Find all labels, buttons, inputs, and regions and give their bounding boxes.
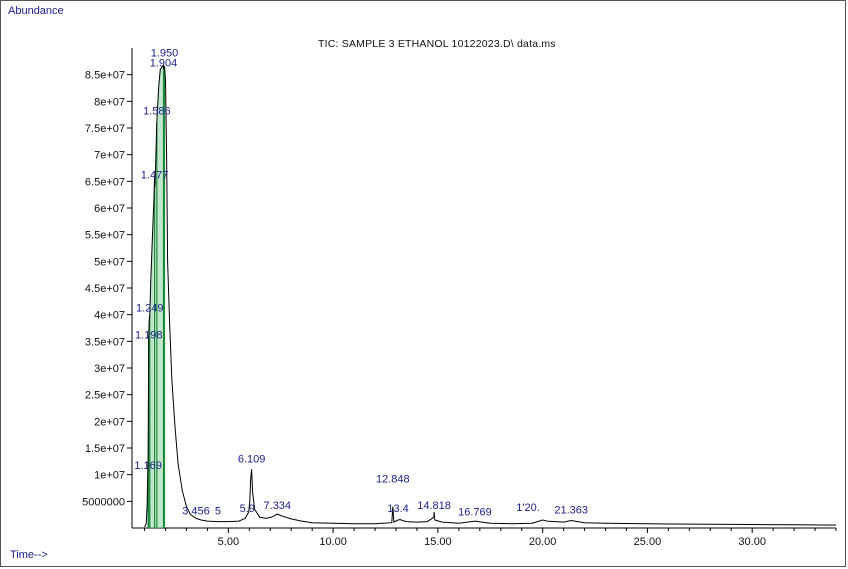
y-tick-label: 4.5e+07 xyxy=(85,283,125,295)
y-tick-label: 3.5e+07 xyxy=(85,336,125,348)
peak-label: 1.249 xyxy=(136,303,164,315)
y-tick-label: 5000000 xyxy=(82,496,125,508)
chart-title: TIC: SAMPLE 3 ETHANOL 10122023.D\ data.m… xyxy=(318,38,556,50)
peak-label: 1.198 xyxy=(135,329,163,341)
peak-label: 3.456 xyxy=(182,505,210,517)
peak-label: 16.769 xyxy=(458,506,492,518)
y-tick-label: 5e+07 xyxy=(94,256,125,268)
peak-label: 5.9 xyxy=(240,503,255,515)
y-tick-label: 6e+07 xyxy=(94,203,125,215)
x-tick-label: 15.00 xyxy=(424,536,452,548)
x-tick-label: 25.00 xyxy=(634,536,662,548)
x-tick-label: 10.00 xyxy=(319,536,347,548)
axes: 5000000 1e+07 1.5e+07 2e+07 2.5e+07 3e+07 3.5e… xyxy=(82,48,837,548)
peak-label: 1.904 xyxy=(150,57,178,69)
y-tick-label: 8e+07 xyxy=(94,96,125,108)
peak-label: 12.848 xyxy=(376,473,410,485)
y-tick-label: 1e+07 xyxy=(94,470,125,482)
tic-trace xyxy=(144,63,837,528)
y-tick-label: 2.5e+07 xyxy=(85,390,125,402)
peak-label: 21.363 xyxy=(554,504,588,516)
peak-label: 1.586 xyxy=(143,105,171,117)
tic-line xyxy=(144,63,837,528)
y-tick-label: 5.5e+07 xyxy=(85,230,125,242)
peak-label: 1.477 xyxy=(141,169,169,181)
peak-label: 6.109 xyxy=(238,454,266,466)
y-axis-label: Abundance xyxy=(8,5,64,17)
y-tick-label: 2e+07 xyxy=(94,416,125,428)
x-tick-label: 5.00 xyxy=(218,536,239,548)
y-tick-label: 6.5e+07 xyxy=(85,176,125,188)
peak-label: 13.4 xyxy=(387,503,408,515)
peak-label: 5 xyxy=(215,505,221,517)
y-tick-label: 1.5e+07 xyxy=(85,443,125,455)
y-tick-label: 7.5e+07 xyxy=(85,123,125,135)
integration-areas xyxy=(147,65,166,528)
peak-label: 7.334 xyxy=(264,500,292,512)
peak-label: 1.950 xyxy=(151,48,179,60)
y-tick-label: 7e+07 xyxy=(94,150,125,162)
x-tick-label: 20.00 xyxy=(529,536,557,548)
y-tick-label: 4e+07 xyxy=(94,310,125,322)
y-tick-label: 8.5e+07 xyxy=(85,70,125,82)
peak-label: 1.169 xyxy=(134,460,162,472)
x-axis-label: Time--> xyxy=(10,549,48,561)
y-tick-label: 3e+07 xyxy=(94,363,125,375)
peak-label: 14.818 xyxy=(417,500,451,512)
x-tick-label: 30.00 xyxy=(738,536,766,548)
peak-label: 1'20. xyxy=(516,502,540,514)
